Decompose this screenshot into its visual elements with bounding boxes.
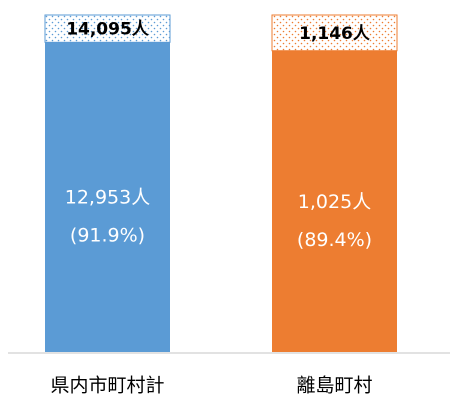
total-label: 14,095人 — [66, 20, 150, 40]
bar-segment — [44, 14, 171, 43]
bar-segment — [45, 42, 170, 353]
x-tick-label: 離島町村 — [296, 375, 372, 397]
x-tick-label: 県内市町村計 — [50, 375, 164, 397]
count-label: 12,953人 — [65, 187, 150, 209]
value-label: (89.4%) — [297, 229, 372, 251]
count-label: 1,025人 — [298, 191, 371, 213]
bar-segment — [271, 14, 398, 52]
value-label: (91.9%) — [70, 225, 145, 247]
total-label: 1,146人 — [299, 24, 371, 44]
bar-segment — [272, 50, 397, 353]
